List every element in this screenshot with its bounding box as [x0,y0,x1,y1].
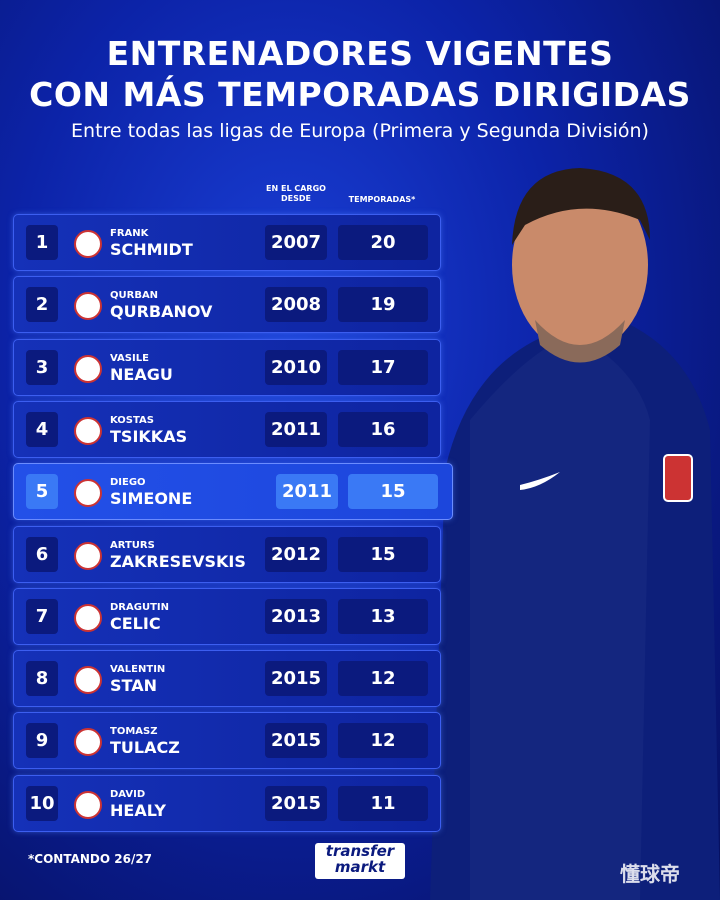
last-name: QURBANOV [110,302,213,322]
club-logo [74,790,102,819]
since-year: 2010 [265,349,327,385]
first-name: DIEGO [110,477,146,489]
title-line: CON MÁS TEMPORADAS DIRIGIDAS [29,75,691,114]
rank: 5 [26,474,58,510]
last-name: TSIKKAS [110,426,188,446]
table-row: 4 KOSTAS TSIKKAS 2011 16 [13,400,441,458]
club-logo [74,292,102,321]
last-name: TULACZ [110,738,180,758]
since-year: 2015 [265,661,327,697]
first-name: VASILE [110,352,149,364]
seasons: 12 [338,723,428,759]
seasons: 20 [338,225,428,260]
brand-logo: transfer markt [315,843,405,879]
table-row: 9 TOMASZ TULACZ 2015 12 [13,712,441,770]
first-name: DRAGUTIN [110,601,169,613]
club-logo [74,728,102,757]
seasons: 13 [338,598,428,634]
column-header: TEMPORADAS* [348,195,416,204]
since-year: 2008 [265,287,327,323]
title-line: ENTRENADORES VIGENTES [106,34,614,73]
table-row: 7 DRAGUTIN CELIC 2013 13 [13,587,441,645]
rank: 10 [26,785,58,821]
club-logo [74,354,102,383]
club-logo [74,666,102,695]
table-row: 8 VALENTIN STAN 2015 12 [13,650,441,708]
seasons: 17 [338,349,428,385]
first-name: FRANK [110,228,149,239]
last-name: NEAGU [110,364,173,384]
rank: 2 [26,287,58,323]
rank: 4 [26,411,58,447]
rank: 3 [26,349,58,385]
seasons: 15 [348,474,438,510]
first-name: DAVID [110,788,146,800]
since-year: 2015 [265,785,327,821]
since-year: 2013 [265,598,327,634]
club-logo [74,479,102,508]
seasons: 12 [338,661,428,697]
table-row: 3 VASILE NEAGU 2010 17 [13,338,441,396]
since-year: 2015 [265,723,327,759]
seasons: 15 [338,536,428,572]
column-header: EN EL CARGO DESDE [266,184,326,203]
table-row: 10 DAVID HEALY 2015 11 [13,774,441,832]
rank: 9 [26,723,58,759]
watermark: 懂球帝 [620,862,680,886]
rank: 1 [26,225,58,260]
last-name: HEALY [110,800,166,820]
footnote: *CONTANDO 26/27 [28,852,153,866]
since-year: 2011 [276,474,338,510]
last-name: CELIC [110,613,161,633]
table-row: 2 QURBAN QURBANOV 2008 19 [13,276,441,334]
last-name: SIMEONE [110,489,193,509]
club-logo [74,416,102,445]
seasons: 19 [338,287,428,323]
subtitle: Entre todas las ligas de Europa (Primera… [71,120,649,142]
first-name: ARTURS [110,539,155,551]
rank: 8 [26,661,58,697]
club-logo [74,541,102,570]
table-row: 6 ARTURS ZAKRESEVSKIS 2012 15 [13,525,441,583]
first-name: QURBAN [110,290,159,302]
brand-line: markt [334,858,386,876]
since-year: 2007 [265,225,327,260]
rank: 6 [26,536,58,572]
first-name: VALENTIN [110,664,166,676]
club-logo [74,603,102,632]
last-name: ZAKRESEVSKIS [110,551,246,571]
first-name: TOMASZ [110,726,158,738]
since-year: 2011 [265,411,327,447]
club-logo [74,230,102,258]
last-name: STAN [110,676,157,696]
last-name: SCHMIDT [110,240,193,259]
rank: 7 [26,598,58,634]
table-row: 5 DIEGO SIMEONE 2011 15 [13,463,453,521]
seasons: 16 [338,411,428,447]
brand-line: transfer [325,842,395,860]
since-year: 2012 [265,536,327,572]
seasons: 11 [338,785,428,821]
first-name: KOSTAS [110,414,154,426]
table-row: 1 FRANK SCHMIDT 2007 20 [13,214,441,271]
